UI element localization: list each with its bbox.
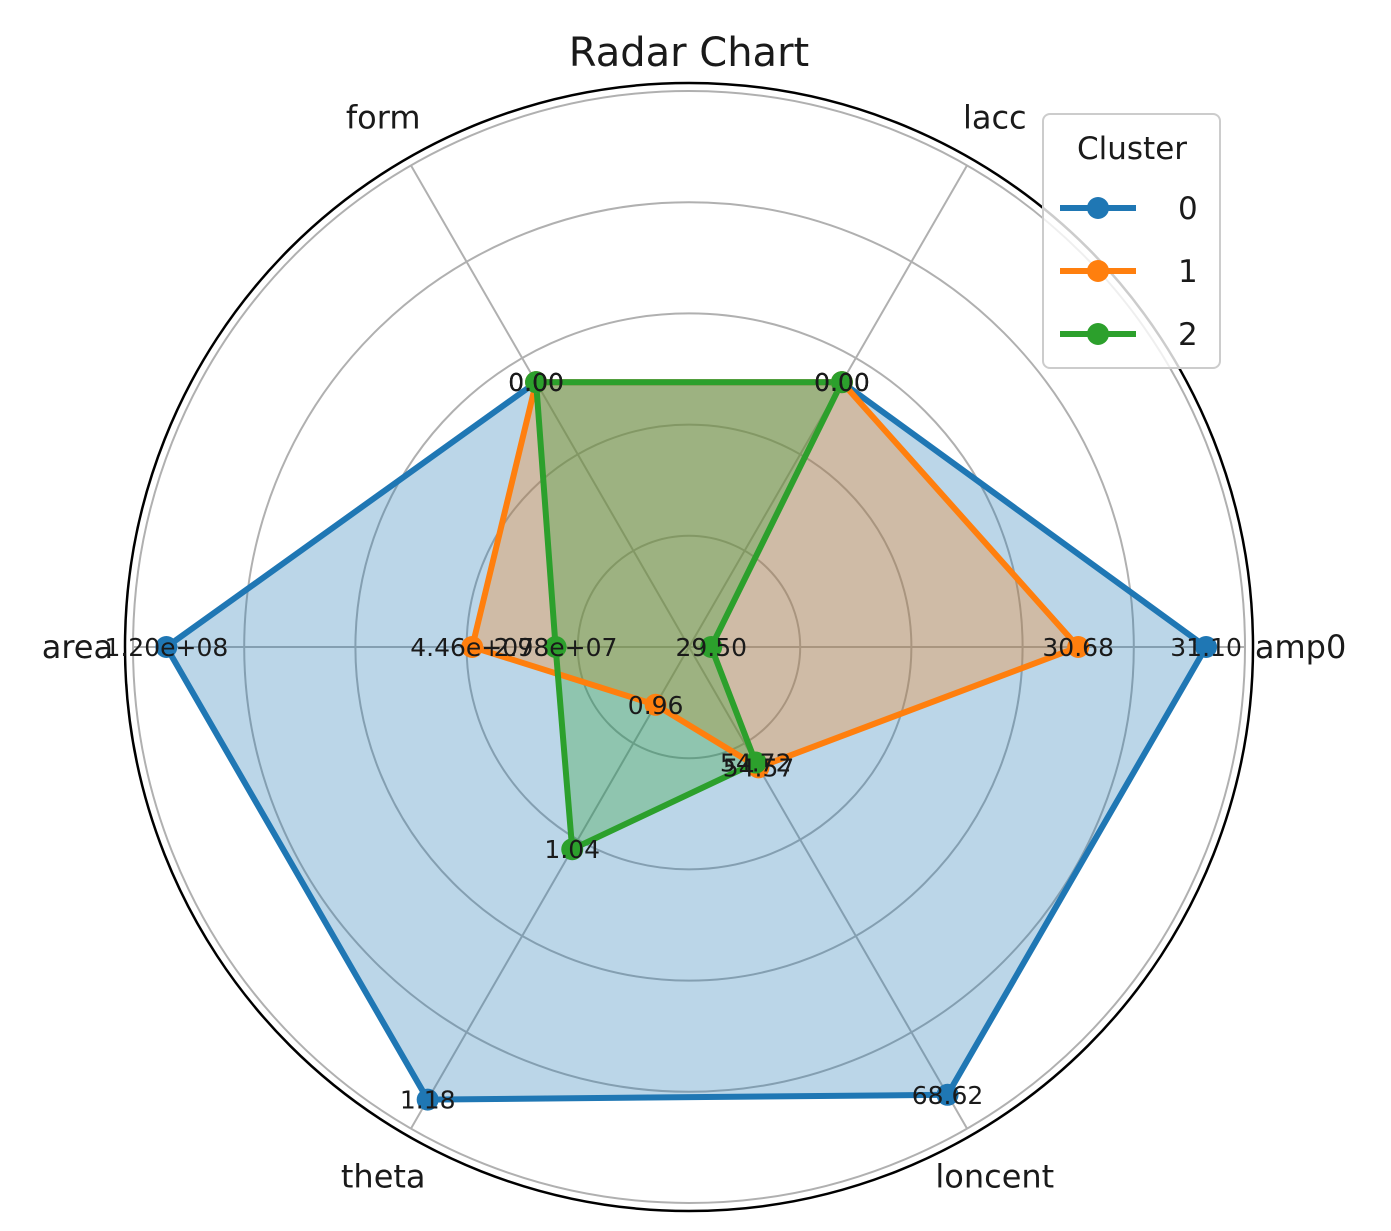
series-0-value-amp0: 31.10: [1170, 633, 1242, 662]
legend-label-2: 2: [1178, 317, 1198, 353]
axis-label-form: form: [346, 98, 421, 136]
series-2-point-lacc: [830, 371, 853, 394]
axis-label-area: area: [42, 628, 113, 666]
series-1-value-lacc: 0.00: [814, 368, 870, 397]
axis-label-amp0: amp0: [1255, 628, 1346, 666]
series-2-value-lacc: 0.00: [814, 368, 870, 397]
series-0-value-form: 0.00: [508, 368, 564, 397]
series-0-point-amp0: [1195, 636, 1218, 658]
series-0-point-loncent: [936, 1083, 959, 1106]
series-0-point-area: [155, 636, 178, 658]
axis-labels: amp0 lacc form area theta loncent: [42, 98, 1347, 1195]
series-fills: [166, 382, 1207, 1100]
legend: Cluster 0 1 2: [1042, 113, 1221, 369]
axis-label-lacc: lacc: [963, 98, 1027, 136]
axis-spoke-form: [410, 164, 690, 648]
axis-label-theta: theta: [341, 1158, 426, 1196]
axis-label-loncent: loncent: [935, 1158, 1054, 1196]
radar-grid: [123, 81, 1255, 1213]
axis-spoke-loncent: [688, 646, 968, 1130]
legend-marker-0: [1087, 197, 1109, 219]
series-1-point-area: [461, 636, 484, 658]
series-2-point-amp0: [700, 636, 723, 658]
series-2-point-area: [544, 636, 567, 658]
series-1-point-theta: [644, 693, 667, 716]
series-0-fill: [166, 382, 1207, 1100]
axis-spoke-theta: [410, 646, 690, 1130]
series-1-value-form: 0.00: [508, 368, 564, 397]
series-0-point-theta: [416, 1088, 439, 1111]
legend-label-0: 0: [1178, 191, 1198, 227]
series-markers: [155, 371, 1218, 1111]
legend-box: [1042, 113, 1221, 369]
value-labels: 31.100.000.001.20e+081.18 68.6230.680.000…: [104, 368, 1241, 1114]
legend-marker-2: [1087, 323, 1109, 345]
series-0-value-lacc: 0.00: [814, 368, 870, 397]
series-1-value-area: 4.46e+07: [410, 633, 534, 662]
series-1-value-amp0: 30.68: [1042, 633, 1114, 662]
series-2-point-form: [525, 371, 548, 394]
series-1-point-amp0: [1067, 636, 1090, 658]
series-2-fill: [536, 382, 842, 850]
legend-title: Cluster: [1077, 131, 1187, 167]
series-0-value-theta: 1.18: [400, 1086, 456, 1115]
legend-entries: 0 1 2: [1060, 191, 1198, 353]
legend-label-1: 1: [1178, 254, 1198, 290]
series-2-value-theta: 1.04: [544, 835, 600, 864]
series-2-value-amp0: 29.50: [675, 633, 747, 662]
series-2-value-area: 2.98e+07: [494, 633, 618, 662]
outer-frame: [123, 81, 1255, 1213]
chart-title: Radar Chart: [569, 30, 809, 76]
series-2-value-loncent: 54.72: [720, 749, 792, 778]
series-2-value-form: 0.00: [508, 368, 564, 397]
series-1-value-loncent: 54.57: [723, 753, 795, 782]
series-2-point-loncent: [744, 751, 767, 774]
series-0-value-area: 1.20e+08: [104, 633, 228, 662]
series-2-point-theta: [561, 838, 584, 861]
series-0-value-loncent: 68.62: [912, 1081, 984, 1110]
legend-marker-1: [1087, 260, 1109, 282]
series-1-value-theta: 0.96: [628, 691, 684, 720]
